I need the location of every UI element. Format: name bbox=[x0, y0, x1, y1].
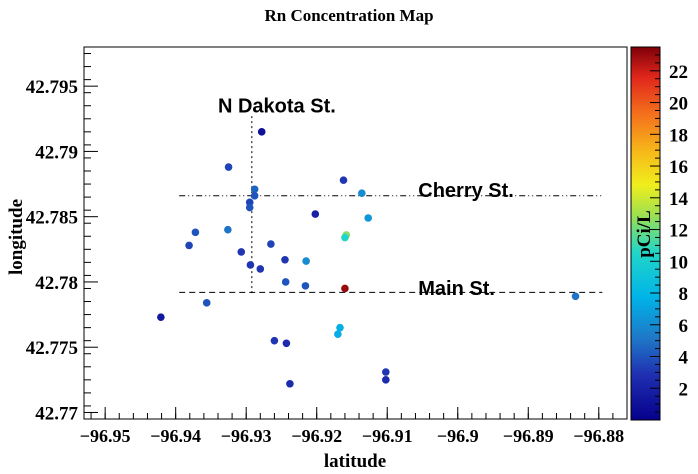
data-point bbox=[250, 185, 259, 194]
data-point bbox=[382, 368, 390, 376]
data-point bbox=[281, 255, 289, 264]
data-point bbox=[245, 198, 254, 207]
data-point bbox=[224, 163, 233, 171]
colorbar-tick-label: 2 bbox=[679, 379, 689, 400]
colorbar-tick-label: 12 bbox=[669, 221, 688, 242]
x-tick-label: −96.9 bbox=[437, 426, 479, 446]
colorbar-tick-label: 18 bbox=[669, 125, 688, 146]
data-point bbox=[237, 248, 246, 256]
x-tick-label: −96.94 bbox=[150, 426, 201, 446]
colorbar-tick-label: 20 bbox=[669, 94, 688, 115]
data-point bbox=[256, 265, 265, 273]
x-axis-label: latitude bbox=[324, 451, 386, 472]
data-point bbox=[571, 292, 580, 301]
data-point bbox=[302, 257, 310, 265]
data-point bbox=[224, 225, 232, 234]
colorbar-tick-label: 6 bbox=[679, 316, 689, 337]
data-point bbox=[358, 189, 366, 197]
y-tick-label: 42.77 bbox=[35, 403, 78, 424]
data-point bbox=[185, 241, 193, 250]
plot-frame bbox=[83, 46, 628, 420]
data-point bbox=[286, 379, 294, 388]
data-point bbox=[157, 313, 165, 321]
y-tick-label: 42.78 bbox=[35, 273, 78, 294]
data-point bbox=[257, 128, 266, 136]
data-point bbox=[301, 282, 310, 290]
data-point bbox=[339, 176, 348, 184]
x-tick-label: −96.92 bbox=[291, 426, 342, 446]
y-tick-label: 42.785 bbox=[26, 208, 78, 229]
data-point bbox=[202, 299, 211, 307]
data-points bbox=[157, 128, 580, 388]
y-axis-label: longitude bbox=[6, 199, 27, 275]
data-point bbox=[364, 214, 372, 222]
colorbar-tick-label: 22 bbox=[669, 62, 688, 83]
colorbar-tick-label: 16 bbox=[669, 157, 688, 178]
x-tick-label: −96.91 bbox=[362, 426, 413, 446]
x-axis: −96.95 −96.94 −96.93 −96.92 −96.91 −96.9 −96.8… bbox=[80, 407, 628, 446]
x-tick-label: −96.95 bbox=[80, 426, 131, 446]
data-point bbox=[311, 210, 320, 218]
data-point bbox=[282, 339, 291, 348]
x-tick-label: −96.88 bbox=[573, 426, 624, 446]
street-lines bbox=[179, 116, 603, 294]
colorbar-label: pCi/L bbox=[634, 210, 655, 258]
data-point bbox=[267, 240, 275, 248]
x-tick-label: −96.93 bbox=[221, 426, 272, 446]
data-point bbox=[281, 278, 290, 286]
colorbar-tick-label: 10 bbox=[669, 252, 688, 273]
data-point bbox=[246, 261, 255, 269]
colorbar-tick-label: 14 bbox=[669, 189, 689, 210]
data-point bbox=[341, 284, 349, 293]
y-axis: 42.77 42.775 42.78 42.785 42.79 42.795 bbox=[26, 53, 98, 424]
street-annotation: Cherry St. bbox=[418, 180, 514, 202]
colorbar-axis: 2 4 6 8 10 12 14 16 18 20 22 bbox=[650, 46, 689, 413]
data-point bbox=[250, 192, 259, 200]
colorbar-tick-label: 4 bbox=[679, 348, 689, 369]
y-tick-label: 42.79 bbox=[35, 142, 78, 163]
data-point bbox=[341, 233, 349, 242]
street-annotations: N Dakota St. Cherry St. Main St. bbox=[218, 95, 514, 300]
colorbar bbox=[630, 46, 661, 421]
data-point bbox=[336, 323, 344, 332]
data-point bbox=[191, 228, 200, 237]
street-annotation: N Dakota St. bbox=[218, 95, 336, 117]
chart-title: Rn Concentration Map bbox=[264, 6, 433, 25]
x-tick-label: −96.89 bbox=[503, 426, 554, 446]
y-tick-label: 42.795 bbox=[26, 77, 78, 98]
colorbar-tick-label: 8 bbox=[679, 284, 689, 305]
y-tick-label: 42.775 bbox=[26, 338, 78, 359]
data-point bbox=[382, 376, 390, 384]
data-point bbox=[270, 336, 279, 345]
data-point bbox=[245, 203, 254, 212]
street-annotation: Main St. bbox=[418, 278, 495, 300]
data-point bbox=[334, 330, 342, 338]
